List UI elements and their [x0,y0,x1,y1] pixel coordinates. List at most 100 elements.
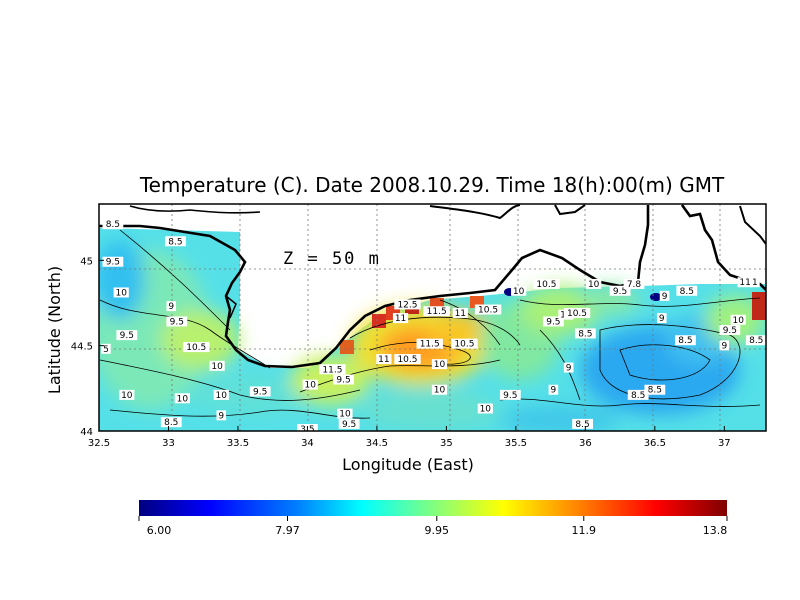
colorbar-tick-label: 11.9 [572,524,597,537]
contour-label: 5 [101,343,111,355]
plot-frame [98,203,767,432]
contour-label: 11.5 [423,306,450,317]
svg-text:10: 10 [211,362,223,372]
contour-label: 10 [511,285,527,297]
contour-label: 9 [548,384,559,396]
svg-text:9.5: 9.5 [723,326,737,336]
colorbar-tick-label: 9.95 [425,524,450,537]
svg-text:8.5: 8.5 [631,391,645,401]
svg-text:9: 9 [566,364,572,374]
svg-text:7.8: 7.8 [627,280,642,290]
contour-label: 8.5 [165,236,186,247]
contour-label: 10 [730,314,746,326]
contour-label: 8.5 [675,335,696,346]
svg-text:10: 10 [434,386,446,396]
svg-text:11: 11 [395,314,406,324]
contour-label: 9.5 [333,374,354,386]
svg-text:9: 9 [168,302,174,312]
contour-label: 9 [563,362,574,374]
grid-lines [99,204,766,431]
contour-label: 10.5 [394,354,421,365]
contour-label: 10 [213,389,229,401]
svg-text:8.5: 8.5 [648,386,662,396]
contour-label: 7.8 [623,278,645,290]
svg-text:9.5: 9.5 [253,387,267,397]
contour-label: 10 [174,393,190,404]
contour-label: 9 [659,290,670,302]
svg-text:9.5: 9.5 [336,376,350,386]
contour-label: 10 [586,278,602,290]
svg-text:10: 10 [434,360,446,370]
contour-label: 8.5 [574,328,596,339]
x-tick-label: 33 [162,438,175,449]
svg-text:11.5: 11.5 [322,365,342,375]
svg-text:9: 9 [721,341,727,351]
colorbar-ticks: 6.00 7.97 9.95 11.9 13.8 [138,516,728,537]
contour-label: 9 [216,410,227,421]
svg-text:9.5: 9.5 [106,258,120,268]
contour-label: 11 [376,354,392,365]
svg-text:11.5: 11.5 [427,307,447,317]
contour-label: 10.5 [474,304,502,316]
svg-text:8.5: 8.5 [680,287,694,297]
contour-label: 1 [750,277,760,288]
contour-label: 8.5 [572,418,593,430]
svg-text:10: 10 [480,405,492,415]
svg-text:9.5: 9.5 [613,287,627,297]
contour-label: 10 [119,389,135,401]
svg-text:9: 9 [551,386,557,396]
contour-label: 9.5 [338,418,360,430]
contour-label: 9.5 [542,316,564,327]
x-tick-label: 37 [718,438,731,449]
contour-label: 8.5 [745,335,766,346]
contour-label: 8.5 [627,389,649,401]
svg-text:10: 10 [177,394,189,404]
x-tick-label: 32.5 [88,438,110,449]
contour-label: 10 [302,379,318,391]
svg-text:10: 10 [513,287,525,297]
contour-label: 9.5 [102,256,124,268]
contour-label: 10.5 [183,342,210,353]
svg-text:9: 9 [218,411,224,421]
x-axis-label: Longitude (East) [342,455,474,474]
svg-text:10.5: 10.5 [454,340,474,350]
x-axis-ticks: 32.5 33 33.5 34 34.5 35 35.5 36 36.5 37 [88,426,731,449]
svg-text:11: 11 [739,278,750,288]
svg-text:8.5: 8.5 [106,220,120,230]
contour-label: 9.5 [166,316,188,327]
y-axis-ticks: 44 44.5 45 [71,256,104,438]
contour-label: 10 [113,287,129,298]
colorbar-tick-label: 7.97 [275,524,300,537]
contour-label: 11.5 [319,364,346,375]
svg-text:1: 1 [752,278,758,288]
svg-text:8.5: 8.5 [749,336,763,346]
svg-text:10: 10 [588,280,600,290]
contour-label: 8.5 [676,285,698,297]
svg-text:8.5: 8.5 [164,418,178,428]
y-tick-label: 44 [80,427,93,438]
contour-label: 9.5 [249,386,271,397]
svg-text:10.5: 10.5 [397,355,417,365]
contour-label: 11 [392,313,409,324]
svg-text:10: 10 [216,391,228,401]
chart-title: Temperature (C). Date 2008.10.29. Time 1… [139,173,725,197]
contour-label: 10.5 [563,307,591,319]
contour-label: 12.5 [394,299,421,310]
x-tick-label: 36.5 [644,438,666,449]
contour-label: 9.5 [116,330,138,341]
svg-text:9.5: 9.5 [342,420,356,430]
contour-label: 10 [431,359,448,370]
svg-text:12.5: 12.5 [397,300,417,310]
colorbar-tick-label: 6.00 [147,524,172,537]
contour-label: 8.5 [644,384,666,396]
svg-text:10: 10 [304,381,316,391]
x-tick-label: 34.5 [366,438,388,449]
svg-text:10.5: 10.5 [567,309,587,319]
svg-text:11: 11 [455,309,466,319]
svg-text:10.5: 10.5 [536,280,556,290]
contour-label: 10.5 [533,278,560,290]
contour-label: 10.5 [451,338,478,350]
